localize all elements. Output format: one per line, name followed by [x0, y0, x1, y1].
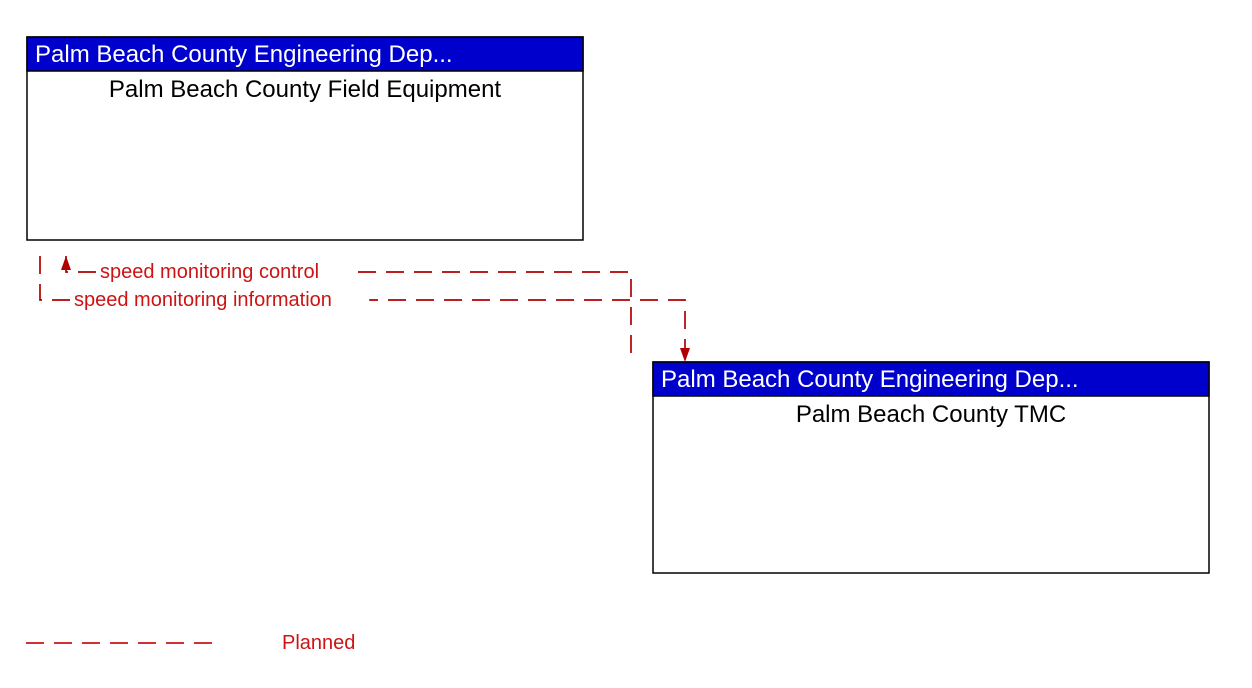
- arrowhead-icon: [680, 348, 690, 362]
- node-tmc: Palm Beach County Engineering Dep... Palm…: [653, 362, 1209, 573]
- flow-control-label: speed monitoring control: [100, 261, 319, 283]
- architecture-diagram: Palm Beach County Engineering Dep... Palm…: [0, 0, 1252, 688]
- node-field_equipment-label: Palm Beach County Field Equipment: [109, 76, 502, 103]
- legend: Planned: [26, 632, 355, 654]
- node-tmc-label: Palm Beach County TMC: [796, 401, 1066, 428]
- flow-information-label: speed monitoring information: [74, 289, 332, 311]
- node-field_equipment: Palm Beach County Engineering Dep... Palm…: [27, 37, 583, 240]
- node-tmc-header: Palm Beach County Engineering Dep...: [661, 366, 1079, 393]
- legend-planned-label: Planned: [282, 632, 355, 654]
- node-field_equipment-header: Palm Beach County Engineering Dep...: [35, 41, 453, 68]
- arrowhead-icon: [61, 256, 71, 270]
